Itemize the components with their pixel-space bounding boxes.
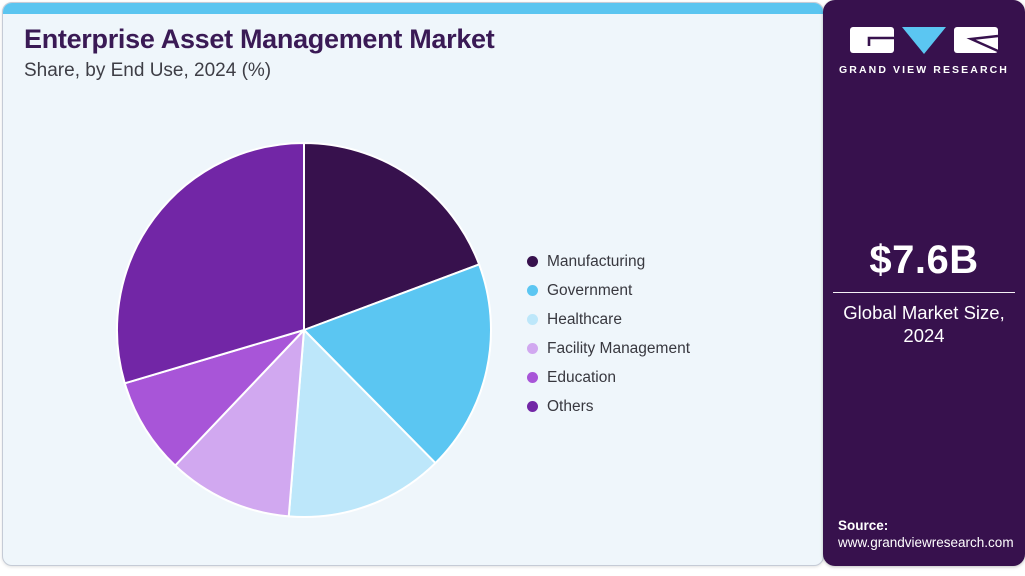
legend-label: Facility Management (547, 339, 691, 357)
page-subtitle: Share, by End Use, 2024 (%) (24, 59, 272, 81)
legend-dot (527, 314, 538, 325)
legend-item-others: Others (527, 392, 690, 421)
legend-dot (527, 256, 538, 267)
legend-label: Others (547, 397, 594, 415)
pie-slice-manufacturing (303, 142, 481, 331)
source-block: Source: www.grandviewresearch.com (838, 518, 1014, 550)
gvr-logo: GRAND VIEW RESEARCH (823, 25, 1025, 76)
legend-dot (527, 343, 538, 354)
pie-slice-others (116, 142, 305, 385)
sidebar: GRAND VIEW RESEARCH $7.6B Global Market … (823, 0, 1025, 566)
top-accent-strip (3, 3, 823, 14)
pie-slice-education (123, 329, 305, 467)
legend-label: Manufacturing (547, 252, 646, 270)
legend-item-healthcare: Healthcare (527, 305, 690, 334)
legend-item-manufacturing: Manufacturing (527, 247, 690, 276)
market-size-block: $7.6B Global Market Size, 2024 (823, 238, 1025, 347)
legend-dot (527, 372, 538, 383)
market-size-value: $7.6B (869, 238, 979, 282)
page-title: Enterprise Asset Management Market (24, 24, 495, 54)
pie-chart (116, 142, 492, 518)
legend-label: Education (547, 368, 616, 386)
chart-header: Enterprise Asset Management Market Share… (24, 24, 495, 82)
chart-card: Enterprise Asset Management Market Share… (2, 2, 824, 566)
gvr-logo-icon (850, 27, 999, 54)
chart-legend: Manufacturing Government Healthcare Facilit… (527, 247, 690, 421)
market-size-label: Global Market Size, 2024 (843, 302, 1005, 347)
pie-slice-healthcare (287, 329, 437, 518)
pie-slice-government (303, 263, 492, 465)
legend-item-education: Education (527, 363, 690, 392)
legend-dot (527, 285, 538, 296)
legend-label: Government (547, 281, 633, 299)
source-label: Source: (838, 518, 889, 533)
gvr-logo-marks (823, 25, 1025, 55)
pie-slice-facility-management (174, 329, 305, 518)
gvr-logo-text: GRAND VIEW RESEARCH (839, 64, 1009, 76)
legend-item-government: Government (527, 276, 690, 305)
legend-item-facility-management: Facility Management (527, 334, 690, 363)
legend-dot (527, 401, 538, 412)
legend-label: Healthcare (547, 310, 622, 328)
source-url: www.grandviewresearch.com (838, 535, 1014, 550)
divider (833, 292, 1015, 293)
